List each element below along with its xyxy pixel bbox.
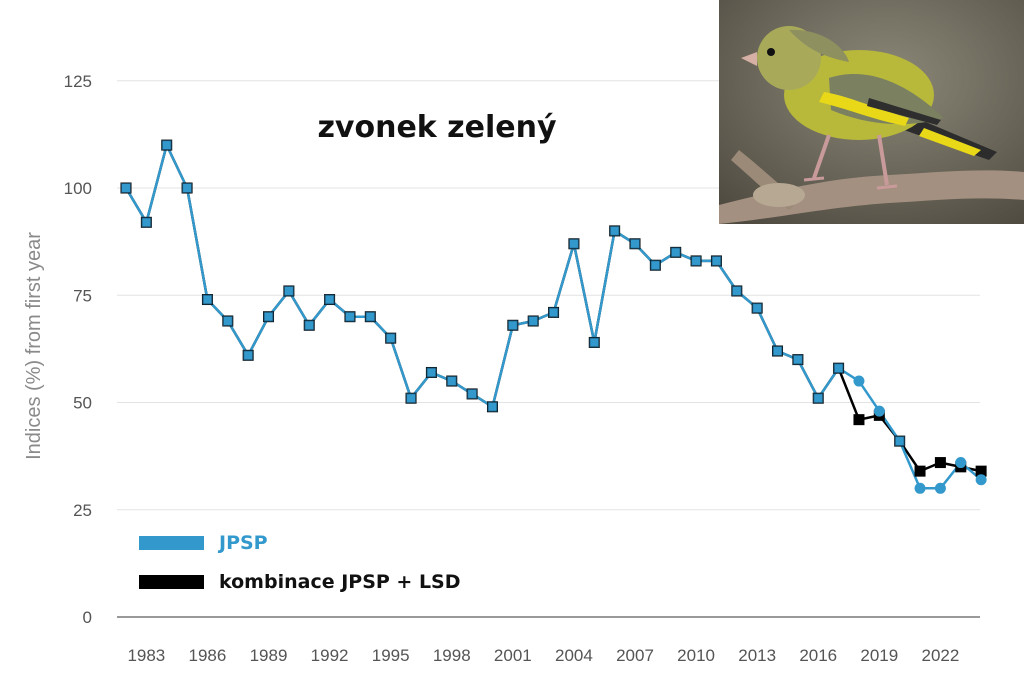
y-tick-label: 75 (73, 286, 92, 305)
point-jpsp (650, 260, 661, 271)
point-jpsp (446, 376, 457, 387)
y-tick-label: 100 (64, 179, 92, 198)
point-jpsp (914, 482, 926, 494)
point-jpsp (385, 333, 396, 344)
point-jpsp (670, 247, 681, 258)
point-jpsp (934, 482, 946, 494)
point-jpsp (873, 405, 885, 417)
chart-title: zvonek zelený (317, 110, 557, 145)
point-kombinace (934, 457, 946, 469)
legend-swatch-kombinace (139, 575, 204, 589)
point-jpsp (711, 255, 722, 266)
y-axis-label: Indices (%) from first year (23, 232, 45, 460)
point-jpsp (426, 367, 437, 378)
x-tick-label: 2022 (921, 646, 959, 665)
point-jpsp (467, 388, 478, 399)
x-tick-label: 2010 (677, 646, 715, 665)
point-kombinace (914, 465, 926, 477)
x-axis-ticks: 1983 1986 1989 1992 1995 1998 2001 2004 2007 2010… (127, 646, 959, 665)
point-jpsp (609, 225, 620, 236)
point-jpsp (630, 238, 640, 249)
point-jpsp (121, 183, 131, 193)
x-tick-label: 1998 (433, 646, 471, 665)
point-jpsp (894, 436, 905, 447)
point-jpsp (161, 140, 172, 151)
y-axis-ticks: 0 25 50 75 100 125 (64, 72, 92, 627)
point-jpsp (772, 346, 783, 357)
point-jpsp (691, 255, 702, 266)
x-tick-label: 2007 (616, 646, 654, 665)
point-jpsp (222, 315, 233, 326)
point-kombinace (853, 414, 865, 426)
point-jpsp (731, 285, 742, 296)
point-jpsp (589, 337, 600, 348)
point-jpsp (202, 294, 213, 305)
point-jpsp (853, 375, 865, 387)
greenfinch-photo (719, 0, 1024, 224)
point-jpsp (955, 457, 967, 469)
point-jpsp (792, 354, 803, 365)
point-jpsp (487, 401, 498, 412)
point-jpsp (324, 294, 335, 305)
series-group (120, 139, 987, 494)
point-jpsp (528, 315, 539, 326)
x-tick-label: 1989 (250, 646, 288, 665)
point-jpsp (182, 183, 193, 193)
point-jpsp (752, 303, 763, 314)
legend-swatch-jpsp (139, 536, 204, 550)
point-jpsp (263, 311, 274, 322)
x-tick-label: 2004 (555, 646, 593, 665)
x-tick-label: 1995 (372, 646, 410, 665)
legend-label-jpsp: JPSP (217, 532, 268, 554)
x-tick-label: 2001 (494, 646, 532, 665)
point-jpsp (975, 474, 987, 486)
point-jpsp (365, 311, 376, 322)
greenfinch-illustration (719, 0, 1024, 224)
y-tick-label: 25 (73, 501, 92, 520)
point-jpsp (243, 350, 254, 361)
x-tick-label: 2013 (738, 646, 776, 665)
point-jpsp (406, 393, 417, 404)
point-jpsp (813, 393, 824, 404)
legend-label-kombinace: kombinace JPSP + LSD (219, 571, 461, 593)
point-jpsp (304, 320, 315, 331)
point-jpsp (548, 307, 559, 318)
point-jpsp (507, 320, 518, 331)
x-tick-label: 2016 (799, 646, 837, 665)
point-jpsp (568, 238, 579, 249)
x-tick-label: 1986 (189, 646, 227, 665)
point-jpsp (833, 363, 844, 374)
y-tick-label: 50 (73, 394, 92, 413)
y-tick-label: 125 (64, 72, 92, 91)
legend: JPSP kombinace JPSP + LSD (139, 532, 461, 593)
x-tick-label: 2019 (860, 646, 898, 665)
x-tick-label: 1983 (127, 646, 165, 665)
point-jpsp (283, 285, 294, 296)
point-jpsp (344, 311, 355, 322)
x-tick-label: 1992 (311, 646, 349, 665)
point-kombinace (975, 465, 987, 477)
y-tick-label: 0 (83, 608, 92, 627)
point-jpsp (141, 217, 152, 228)
